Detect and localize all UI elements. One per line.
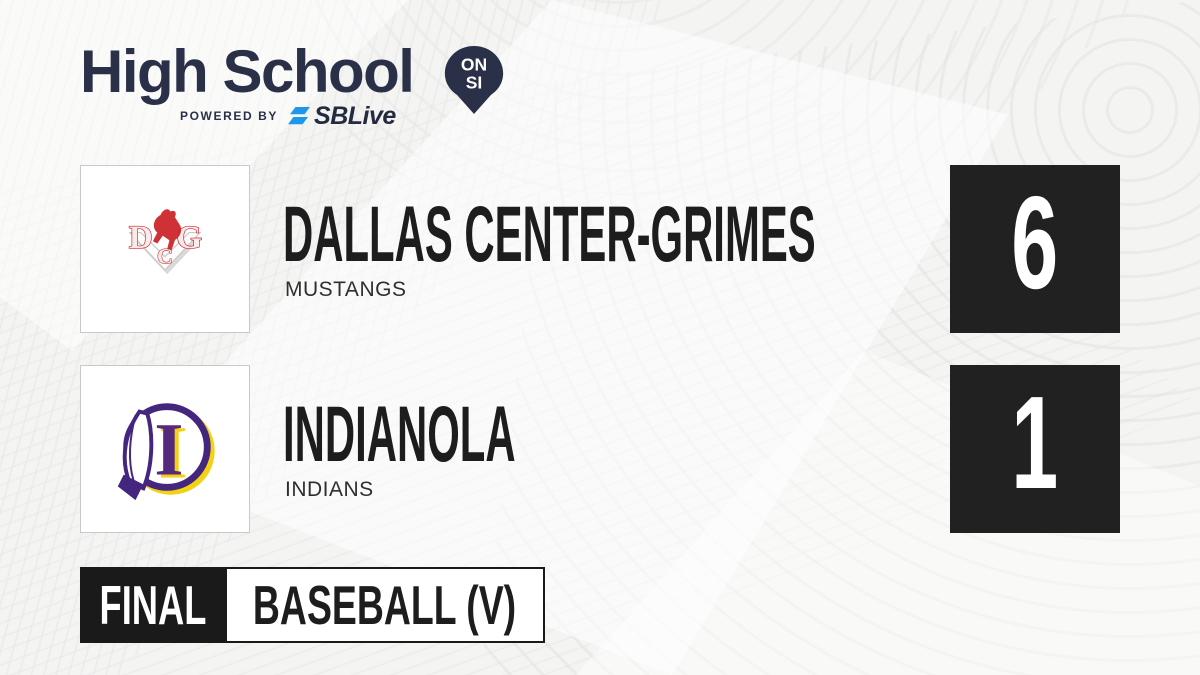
team-logo-box-indianola: I I [80,365,250,533]
svg-text:I: I [158,412,187,495]
sblive-bolt-icon [288,107,311,125]
svg-text:D: D [129,220,153,256]
game-status-badge: FINAL [80,567,225,643]
sport-badge: BASEBALL (V) [225,567,545,643]
score-box-indianola: 1 [950,365,1120,533]
game-status-label: FINAL [99,573,206,636]
sblive-wordmark: SBLive [314,101,396,130]
powered-by-label: POWERED BY [180,109,279,123]
sport-label: BASEBALL (V) [253,573,517,636]
svg-text:SI: SI [466,73,483,93]
high-school-wordmark: High School [80,38,415,105]
team-name-dcg: DALLAS CENTER-GRIMES [283,189,816,278]
indianola-indians-logo: I I [117,403,215,501]
score-value-dcg: 6 [1011,169,1059,316]
powered-by-row: POWERED BY SBLive [180,102,396,130]
team-logo-box-dcg: D G C [80,165,250,333]
dcg-mustangs-logo: D G C [128,209,203,275]
svg-text:C: C [157,243,173,268]
team-name-indianola: INDIANOLA [283,389,516,478]
score-value-indianola: 1 [1011,369,1059,516]
score-box-dcg: 6 [950,165,1120,333]
sblive-logo: SBLive [287,102,396,131]
team-mascot-indianola: INDIANS [285,478,374,501]
svg-text:G: G [176,220,202,256]
team-mascot-dcg: MUSTANGS [285,278,407,301]
svg-text:I: I [154,409,183,492]
svg-text:ON: ON [461,54,487,74]
on-si-pin-icon: ON SI [444,46,504,114]
